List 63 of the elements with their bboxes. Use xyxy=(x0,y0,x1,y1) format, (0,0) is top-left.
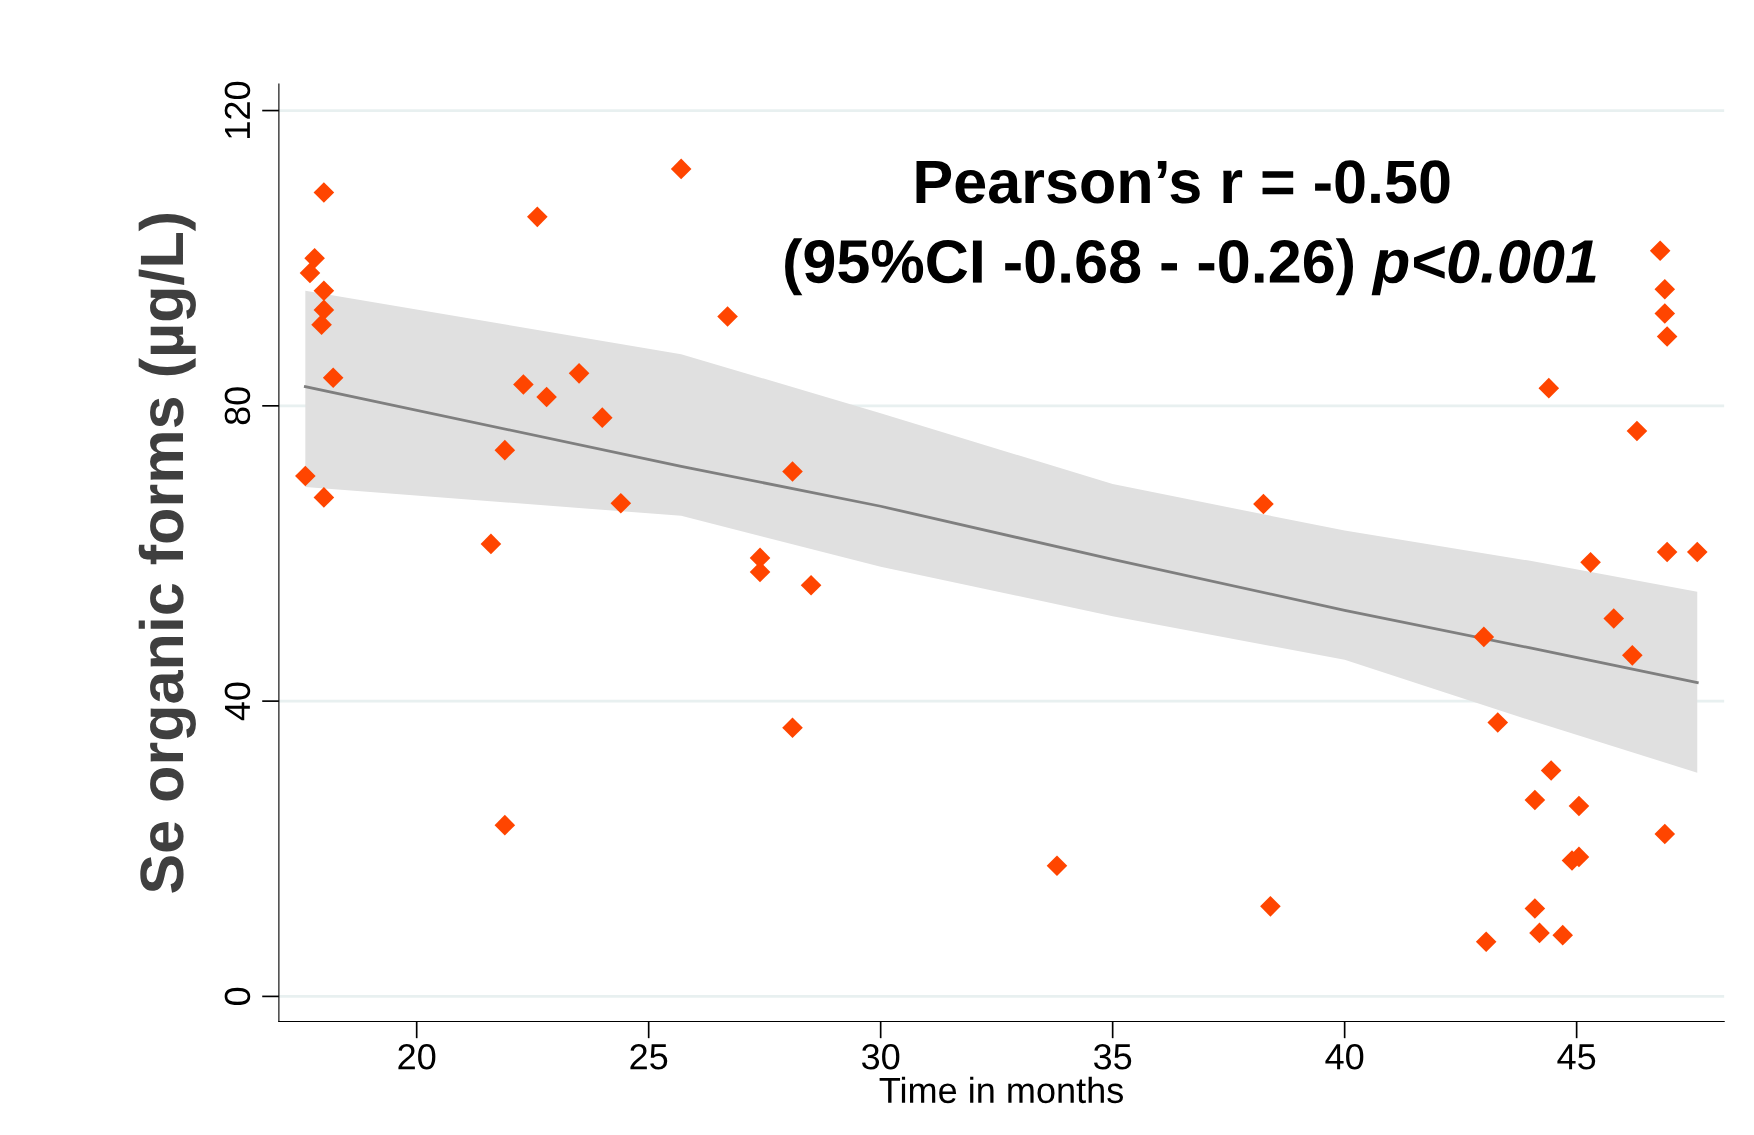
point xyxy=(304,247,325,269)
point xyxy=(800,574,822,596)
point xyxy=(1552,924,1574,946)
x-tick-label: 35 xyxy=(1093,1043,1132,1070)
point xyxy=(591,407,613,428)
point xyxy=(295,465,316,487)
y-tick-label: 120 xyxy=(224,81,251,138)
point xyxy=(670,158,692,180)
point xyxy=(1260,896,1281,917)
point xyxy=(782,717,803,738)
annotation: (95%CI -0.68 - -0.26) xyxy=(785,238,1353,296)
point xyxy=(1538,377,1560,399)
x-tick-label: 25 xyxy=(630,1043,668,1070)
point xyxy=(1529,922,1550,944)
line-series xyxy=(303,385,1699,685)
point xyxy=(1626,420,1648,442)
point xyxy=(313,182,335,203)
point xyxy=(480,533,502,555)
point xyxy=(1253,493,1274,515)
point xyxy=(1656,541,1678,563)
point xyxy=(610,492,632,514)
y-axis-title: Se organic forms (µg/L) xyxy=(138,213,196,893)
point xyxy=(1046,855,1068,877)
point xyxy=(513,374,534,395)
point xyxy=(313,299,335,321)
y-tick-label: 0 xyxy=(224,987,251,1006)
x-tick-label: 30 xyxy=(861,1043,900,1070)
point xyxy=(1622,645,1643,666)
point xyxy=(1580,552,1601,573)
point xyxy=(299,262,321,284)
annotation: Pearson’s r = -0.50 xyxy=(916,160,1450,204)
point xyxy=(527,206,548,228)
point xyxy=(1475,931,1497,953)
point xyxy=(536,386,557,408)
annotation: p<0.001 xyxy=(1371,239,1596,296)
point xyxy=(1524,789,1546,811)
point xyxy=(313,280,335,301)
x-tick-label: 20 xyxy=(398,1043,436,1070)
point xyxy=(494,814,516,836)
point xyxy=(1654,278,1676,300)
point xyxy=(313,487,335,508)
point xyxy=(1654,823,1676,845)
point xyxy=(1487,712,1509,733)
point xyxy=(1654,303,1676,324)
y-tick-label: 40 xyxy=(224,682,251,721)
point xyxy=(1656,326,1678,347)
point xyxy=(1649,240,1671,262)
point xyxy=(717,306,738,327)
point xyxy=(1603,608,1625,629)
point xyxy=(1473,626,1495,648)
point xyxy=(494,439,516,461)
y-tick-label: 80 xyxy=(224,387,251,425)
x-tick-label: 40 xyxy=(1325,1043,1364,1070)
point xyxy=(322,367,344,389)
point xyxy=(782,461,803,482)
x-axis-title: Time in months xyxy=(879,1076,1123,1104)
point xyxy=(1540,760,1562,781)
point xyxy=(1524,898,1546,919)
point xyxy=(1686,541,1708,563)
point xyxy=(1568,795,1590,817)
x-tick-label: 45 xyxy=(1557,1044,1596,1070)
point xyxy=(311,314,332,335)
point xyxy=(568,363,590,384)
